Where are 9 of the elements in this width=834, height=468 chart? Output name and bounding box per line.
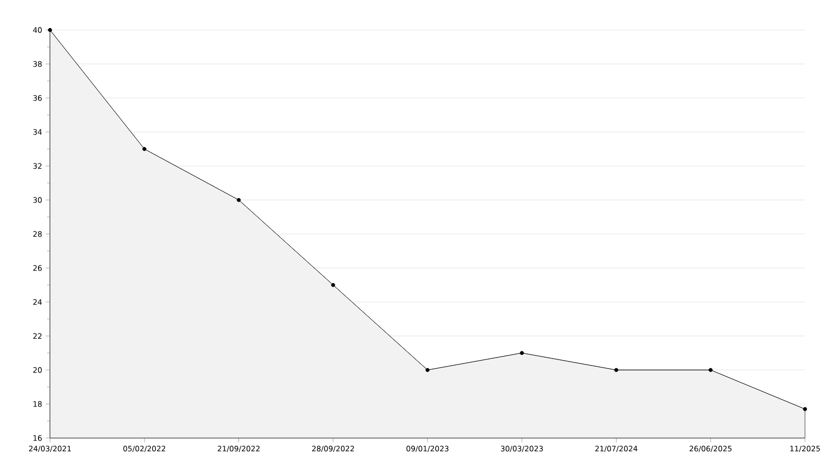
- point: [142, 146, 146, 151]
- point: [48, 28, 52, 32]
- point: [520, 350, 524, 355]
- point: [803, 407, 807, 412]
- point: [708, 368, 713, 372]
- point: [331, 282, 336, 287]
- point: [426, 368, 430, 372]
- point: [236, 198, 241, 202]
- point: [614, 368, 618, 372]
